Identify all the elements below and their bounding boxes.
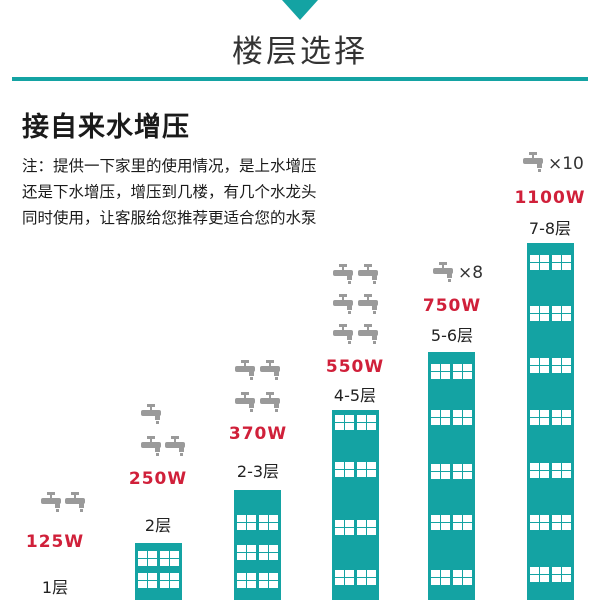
- window: [552, 306, 571, 321]
- window: [431, 464, 450, 479]
- section-heading: 接自来水增压: [22, 112, 190, 143]
- floor-label: 2-3层: [236, 462, 280, 481]
- window: [530, 463, 549, 478]
- window: [530, 306, 549, 321]
- power-label: 1100W: [514, 188, 586, 208]
- page-title: 楼层选择: [232, 34, 368, 70]
- note-line: 同时使用，让客服给您推荐更适合您的水泵: [22, 209, 317, 227]
- window: [431, 364, 450, 379]
- faucet-icon: [259, 360, 281, 380]
- floor-label: 2层: [144, 516, 172, 535]
- building: [135, 543, 182, 600]
- faucet-icon: [332, 324, 354, 344]
- window: [357, 462, 376, 477]
- power-label: 250W: [128, 469, 188, 489]
- faucet-icon: [164, 436, 186, 456]
- window: [237, 515, 256, 530]
- faucet-icon: [40, 492, 62, 512]
- window: [138, 573, 157, 588]
- building: [527, 243, 574, 600]
- building: [428, 352, 475, 600]
- power-label: 750W: [422, 296, 482, 316]
- power-label: 550W: [325, 357, 385, 377]
- faucet-icon: [522, 152, 544, 172]
- power-label: 125W: [25, 532, 85, 552]
- window: [530, 358, 549, 373]
- window: [259, 573, 278, 588]
- note-line: 还是下水增压，增压到几楼，有几个水龙头: [22, 183, 317, 201]
- faucet-multiplier: ×8: [458, 263, 484, 283]
- window: [552, 463, 571, 478]
- window: [357, 415, 376, 430]
- window: [357, 570, 376, 585]
- faucet-icon: [357, 264, 379, 284]
- usage-note: 注：提供一下家里的使用情况，是上水增压 还是下水增压，增压到几楼，有几个水龙头 …: [22, 153, 382, 231]
- window: [453, 515, 472, 530]
- window: [431, 515, 450, 530]
- floor-label: 7-8层: [528, 219, 572, 238]
- window: [552, 410, 571, 425]
- faucet-icon: [140, 436, 162, 456]
- faucet-icon: [140, 404, 162, 424]
- window: [160, 573, 179, 588]
- window: [530, 515, 549, 530]
- window: [259, 545, 278, 560]
- window: [530, 255, 549, 270]
- window: [431, 410, 450, 425]
- building: [332, 410, 379, 600]
- faucet-icon: [259, 392, 281, 412]
- window: [453, 364, 472, 379]
- floor-label: 5-6层: [430, 326, 474, 345]
- floor-label: 1层: [41, 578, 69, 597]
- window: [552, 515, 571, 530]
- faucet-icon: [357, 324, 379, 344]
- window: [530, 410, 549, 425]
- window: [335, 570, 354, 585]
- window: [357, 520, 376, 535]
- window: [138, 551, 157, 566]
- window: [552, 358, 571, 373]
- window: [237, 545, 256, 560]
- faucet-icon: [432, 262, 454, 282]
- window: [237, 573, 256, 588]
- faucet-icon: [357, 294, 379, 314]
- faucet-icon: [234, 392, 256, 412]
- triangle-down-icon: [282, 0, 318, 20]
- window: [552, 567, 571, 582]
- window: [453, 464, 472, 479]
- faucet-icon: [332, 294, 354, 314]
- window: [453, 570, 472, 585]
- faucet-multiplier: ×10: [548, 154, 584, 174]
- window: [160, 551, 179, 566]
- power-label: 370W: [228, 424, 288, 444]
- floor-label: 4-5层: [333, 386, 377, 405]
- window: [453, 410, 472, 425]
- faucet-icon: [332, 264, 354, 284]
- title-divider: [12, 77, 588, 81]
- faucet-icon: [234, 360, 256, 380]
- window: [530, 567, 549, 582]
- window: [335, 415, 354, 430]
- window: [335, 520, 354, 535]
- faucet-icon: [64, 492, 86, 512]
- note-line: 注：提供一下家里的使用情况，是上水增压: [22, 157, 317, 175]
- window: [335, 462, 354, 477]
- window: [431, 570, 450, 585]
- window: [259, 515, 278, 530]
- building: [234, 490, 281, 600]
- window: [552, 255, 571, 270]
